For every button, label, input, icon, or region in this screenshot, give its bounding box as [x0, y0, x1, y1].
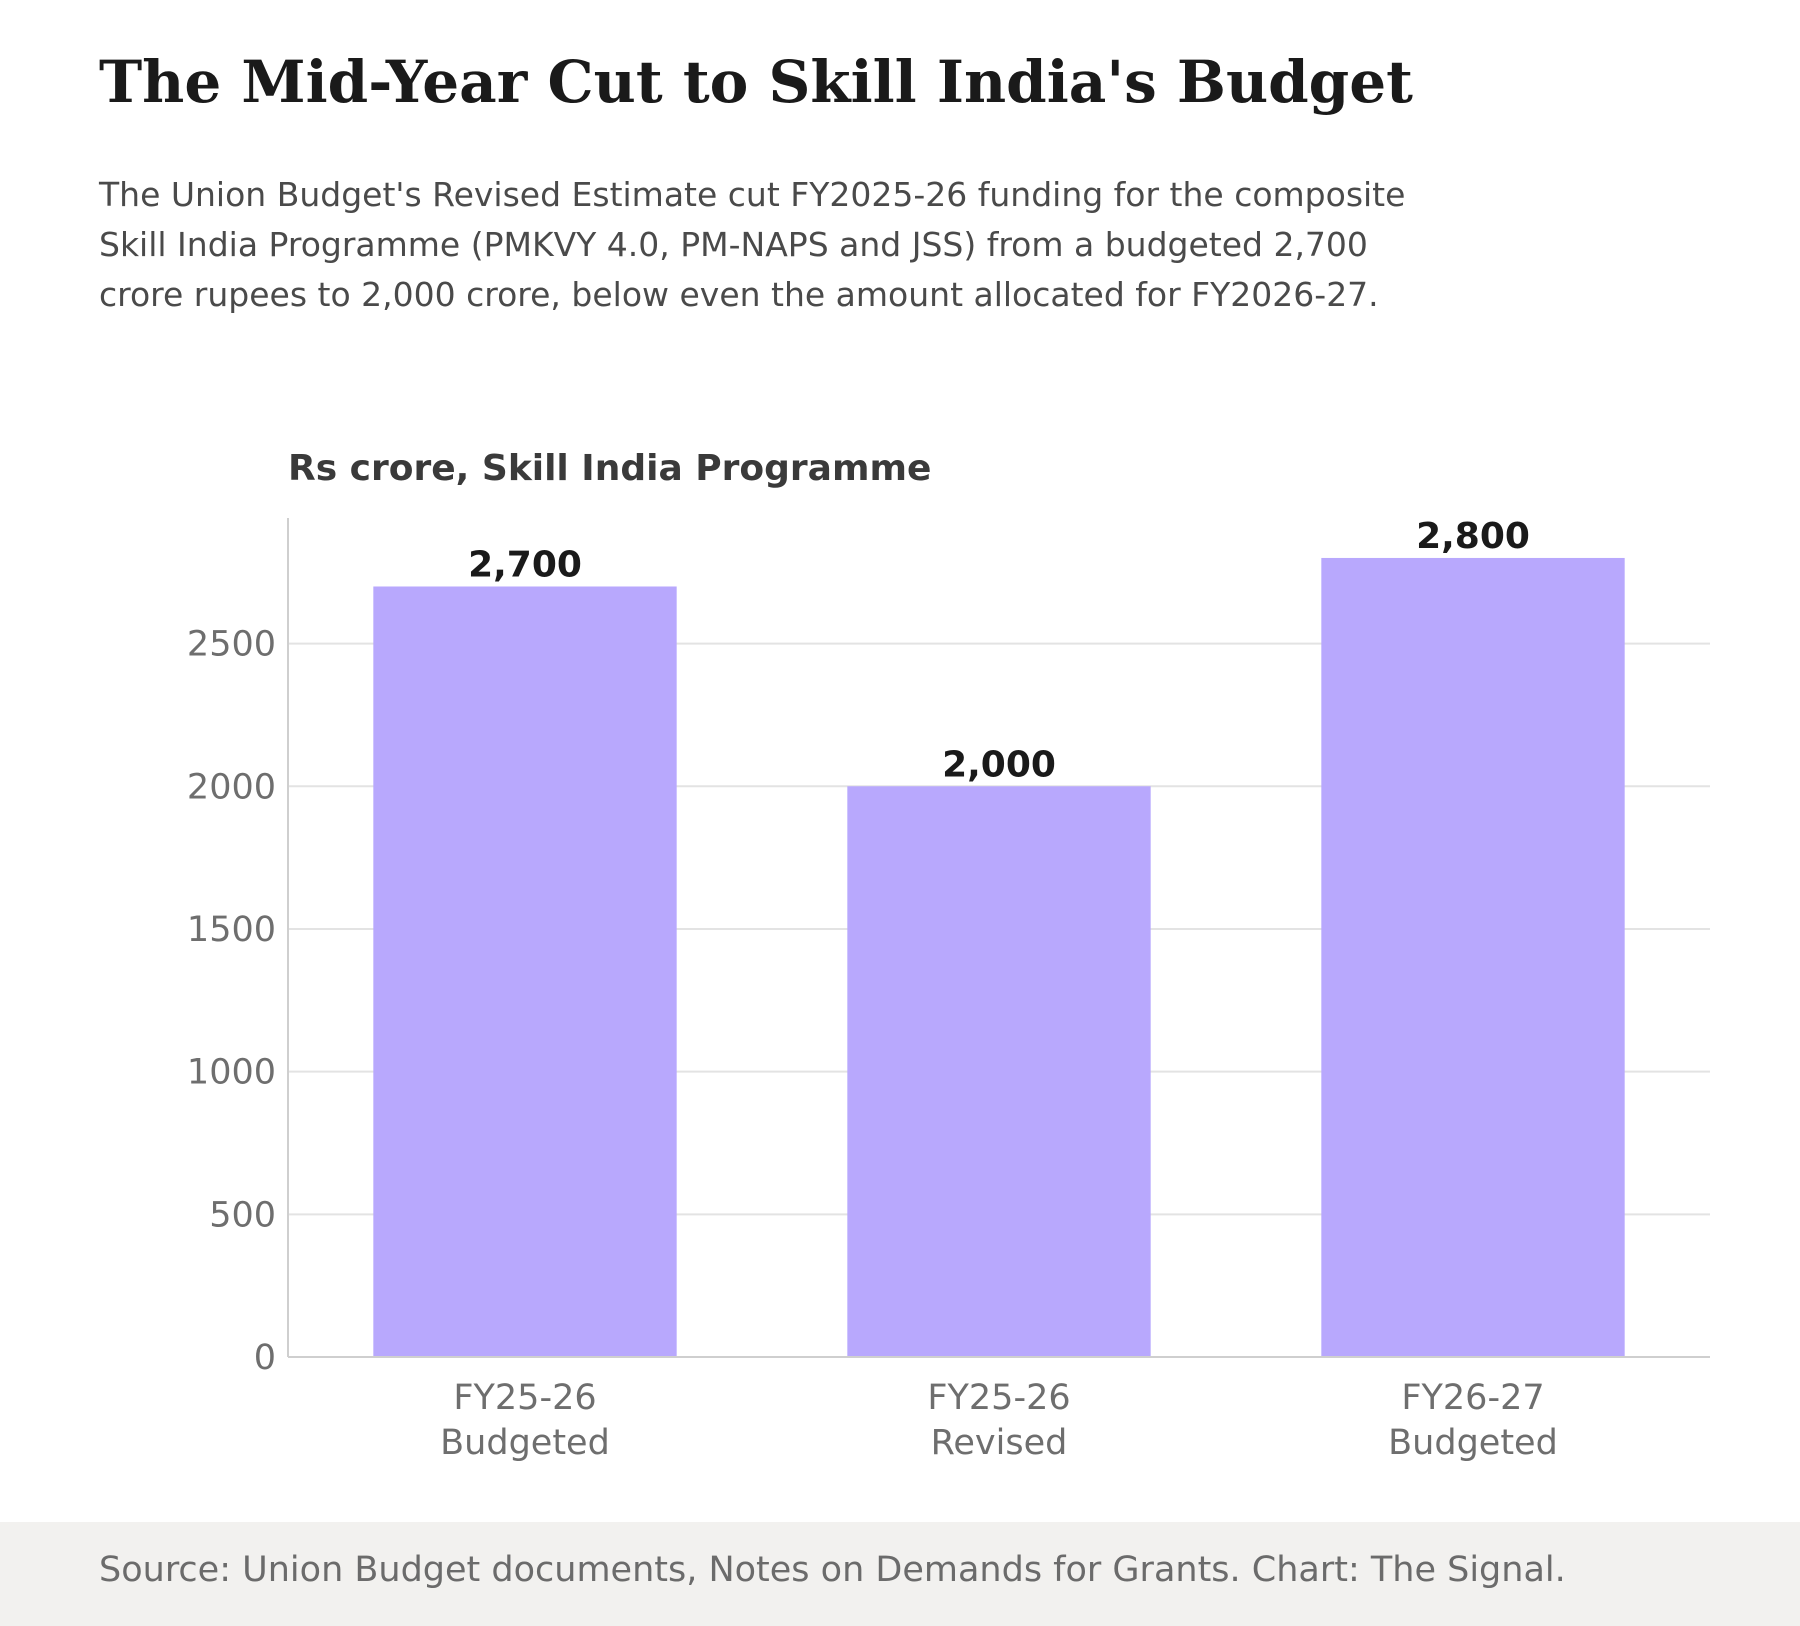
x-tick-label: Revised — [931, 1423, 1068, 1463]
y-axis-label: Rs crore, Skill India Programme — [288, 448, 932, 489]
data-label: 2,000 — [942, 744, 1056, 785]
bar — [1321, 557, 1625, 1357]
page-title: The Mid-Year Cut to Skill India's Budget — [99, 48, 1413, 116]
y-tick-label: 0 — [254, 1338, 276, 1378]
bar — [373, 586, 677, 1357]
x-tick-label: FY25-26 — [453, 1378, 596, 1418]
data-label: 2,700 — [468, 544, 582, 585]
x-tick-label: FY25-26 — [927, 1378, 1070, 1418]
y-tick-label: 2000 — [187, 767, 276, 807]
source-note: Source: Union Budget documents, Notes on… — [99, 1550, 1566, 1590]
y-tick-label: 1000 — [187, 1053, 276, 1093]
footer: Source: Union Budget documents, Notes on… — [0, 1522, 1800, 1626]
bar — [847, 786, 1151, 1357]
x-tick-label: Budgeted — [1388, 1423, 1558, 1463]
y-tick-label: 500 — [209, 1195, 276, 1235]
chart-subtitle: The Union Budget's Revised Estimate cut … — [99, 175, 1406, 314]
y-tick-label: 2500 — [187, 625, 276, 665]
x-tick-labels: FY25-26 Budgeted FY25-26 Revised FY26-27 Budg… — [440, 1378, 1558, 1463]
y-tick-labels: 0 500 1000 1500 2000 2500 — [187, 625, 276, 1378]
x-tick-label: Budgeted — [440, 1423, 610, 1463]
x-tick-label: FY26-27 — [1401, 1378, 1544, 1418]
data-labels: 2,700 2,000 2,800 — [468, 516, 1530, 785]
y-tick-label: 1500 — [187, 910, 276, 950]
axes — [287, 518, 1710, 1358]
data-label: 2,800 — [1416, 516, 1530, 557]
bars — [373, 557, 1625, 1357]
